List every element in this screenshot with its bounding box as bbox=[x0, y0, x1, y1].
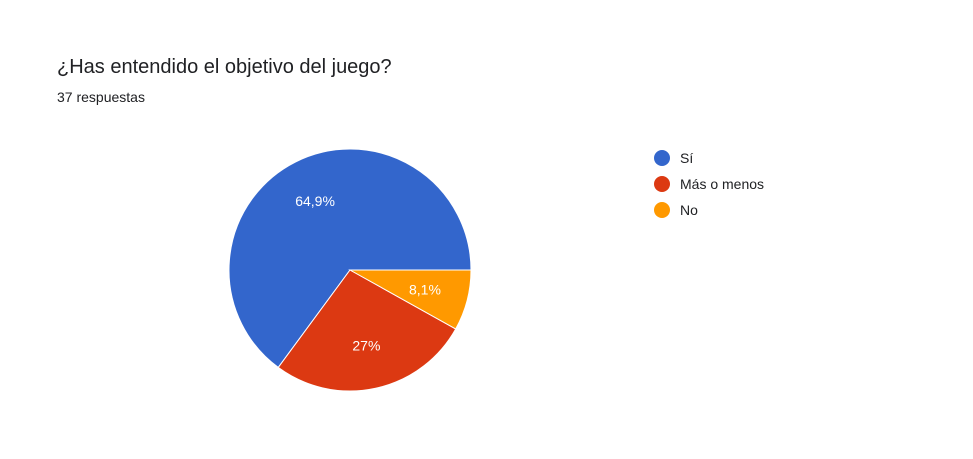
chart-title: ¿Has entendido el objetivo del juego? bbox=[57, 56, 392, 78]
pie-slice-label-1: 27% bbox=[352, 338, 380, 354]
pie-slice-1[interactable] bbox=[277, 269, 457, 392]
chart-legend: Sí Más o menos No bbox=[654, 145, 764, 223]
legend-swatch-1 bbox=[654, 176, 670, 192]
response-count: 37 respuestas bbox=[57, 89, 145, 105]
legend-swatch-2 bbox=[654, 202, 670, 218]
legend-item-2[interactable]: No bbox=[654, 197, 764, 223]
legend-item-0[interactable]: Sí bbox=[654, 145, 764, 171]
pie-slice-label-2: 8,1% bbox=[409, 281, 441, 297]
pie-slice-2[interactable] bbox=[348, 269, 472, 330]
pie-slice-0[interactable] bbox=[228, 148, 472, 369]
pie-slice-label-0: 64,9% bbox=[295, 193, 335, 209]
legend-label-2: No bbox=[680, 202, 698, 218]
legend-label-1: Más o menos bbox=[680, 176, 765, 192]
legend-label-0: Sí bbox=[680, 150, 694, 166]
legend-swatch-0 bbox=[654, 150, 670, 166]
legend-item-1[interactable]: Más o menos bbox=[654, 171, 764, 197]
